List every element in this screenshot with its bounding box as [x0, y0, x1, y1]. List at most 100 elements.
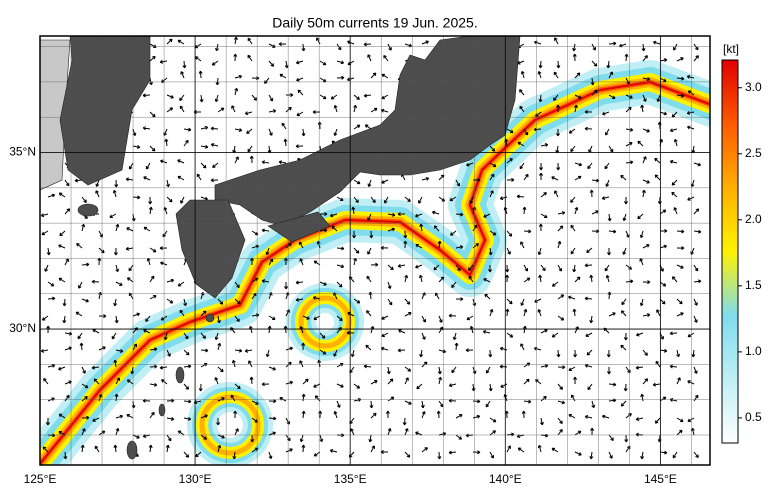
arrow — [636, 332, 644, 337]
arrow — [336, 315, 343, 322]
graticule — [40, 36, 710, 465]
arrow — [574, 451, 582, 456]
colorbar-tick-label: 3.0 — [745, 80, 762, 94]
arrow — [489, 230, 497, 236]
arrow — [370, 445, 375, 453]
arrow — [472, 298, 477, 307]
arrow — [299, 258, 304, 266]
arrow — [557, 365, 566, 370]
arrow — [568, 366, 576, 372]
arrow — [234, 74, 243, 79]
arrow — [58, 366, 66, 371]
arrow — [557, 264, 563, 272]
arrow — [81, 196, 87, 203]
shikoku — [267, 211, 331, 243]
arrow — [366, 275, 372, 283]
arrow — [113, 444, 118, 453]
arrow — [654, 174, 661, 181]
arrow — [554, 190, 559, 198]
lon-tick-label: 135°E — [334, 472, 367, 486]
arrow — [693, 162, 702, 167]
arrow — [297, 89, 304, 96]
arrow — [261, 228, 270, 233]
arrow — [387, 378, 394, 385]
arrow — [451, 366, 457, 374]
arrow — [64, 394, 70, 402]
arrow — [166, 107, 174, 113]
arrow — [468, 275, 474, 283]
arrow — [499, 346, 508, 351]
arrow — [246, 128, 253, 134]
arrow — [353, 124, 361, 130]
arrow — [183, 139, 189, 147]
arrow — [43, 378, 49, 385]
arrow — [42, 446, 49, 453]
arrow — [367, 213, 372, 221]
arrow — [669, 331, 678, 336]
arrow — [483, 213, 491, 218]
arrow — [58, 277, 66, 283]
arrow — [415, 431, 423, 436]
arrow — [200, 125, 209, 130]
arrow — [656, 94, 661, 102]
arrow — [652, 382, 661, 387]
arrow — [64, 208, 71, 215]
arrow — [149, 411, 155, 419]
arrow — [659, 77, 667, 83]
arrow — [285, 242, 292, 249]
arrow — [574, 72, 581, 79]
arrow — [669, 364, 678, 369]
arrow — [676, 246, 685, 251]
arrow — [40, 213, 49, 218]
arrow — [506, 177, 515, 182]
arrow — [353, 383, 361, 389]
arrow — [537, 247, 542, 256]
arrow — [448, 450, 457, 455]
arrow — [163, 332, 168, 341]
arrow — [46, 325, 51, 334]
arrow — [438, 315, 443, 323]
arrow — [465, 348, 474, 353]
arrow — [520, 70, 525, 79]
arrow — [659, 396, 667, 402]
arrow — [183, 383, 190, 390]
arrow — [58, 413, 66, 419]
arrow — [523, 229, 532, 234]
arrow — [608, 382, 617, 387]
arrow — [166, 179, 170, 188]
arrow — [556, 60, 561, 69]
arrow — [537, 309, 542, 317]
arrow — [319, 94, 327, 100]
colorbar-tick-label: 1.5 — [745, 278, 762, 292]
arrow — [98, 314, 107, 319]
arrow — [368, 291, 373, 300]
arrow — [183, 416, 192, 421]
arrow — [268, 451, 273, 460]
arrow — [319, 281, 327, 286]
arrow — [81, 415, 90, 420]
arrow — [295, 144, 304, 149]
arrow — [249, 376, 254, 385]
arrow — [367, 247, 372, 255]
arrow — [676, 93, 685, 98]
island — [205, 313, 215, 323]
arrow — [637, 140, 644, 147]
arrow — [625, 142, 633, 147]
kuroshio — [40, 81, 710, 465]
arrow — [404, 377, 409, 385]
arrow — [249, 155, 254, 164]
arrow — [180, 71, 185, 79]
colorbar — [721, 59, 739, 444]
arrow — [387, 264, 394, 271]
arrow — [200, 162, 207, 169]
arrow — [77, 332, 83, 340]
arrow — [385, 410, 390, 419]
arrow — [148, 196, 153, 205]
arrow — [574, 162, 583, 167]
arrow — [268, 416, 277, 421]
arrow — [572, 264, 577, 273]
arrow — [247, 54, 253, 62]
arrow — [179, 105, 185, 113]
arrow — [166, 38, 173, 45]
arrow — [587, 383, 593, 391]
